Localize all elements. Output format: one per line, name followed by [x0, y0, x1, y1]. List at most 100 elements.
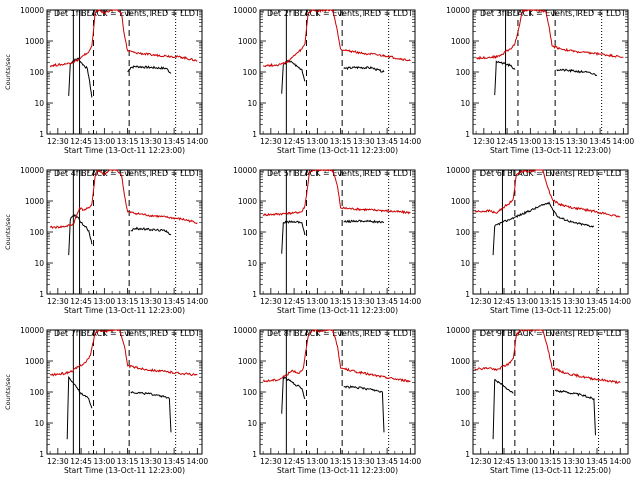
- x-tick-label: 13:45: [376, 137, 398, 146]
- events-series-line: [127, 65, 172, 74]
- x-tick-label: 12:45: [283, 457, 305, 466]
- y-axis-label: Counts/sec: [4, 54, 12, 90]
- y-tick-label: 10: [460, 419, 470, 428]
- chart-title: Det 1f BLACK = Events, RED = LLD: [54, 9, 195, 18]
- x-tick-label: 14:00: [613, 137, 635, 146]
- y-tick-label: 1: [39, 290, 44, 299]
- chart-panel: Det 5f BLACK = Events, RED = LLD 1 10 100 10…: [233, 166, 421, 315]
- chart-title: Det 7f BLACK = Events, RED = LLD: [54, 329, 195, 338]
- x-axis-label: Start Time (13-Oct-11 12:23:00): [277, 306, 398, 315]
- events-series-line: [492, 201, 595, 256]
- x-tick-label: 13:30: [353, 457, 375, 466]
- y-tick-label: 100: [30, 388, 45, 397]
- y-tick-label: 100: [30, 68, 45, 77]
- chart-title: Det 5f BLACK = Events, RED = LLD: [267, 169, 408, 178]
- x-tick-label: 13:30: [140, 137, 162, 146]
- chart-title: Det 3f BLACK = Events, RED = LLD: [480, 9, 621, 18]
- x-tick-label: 13:45: [586, 297, 608, 306]
- y-tick-label: 1000: [451, 357, 470, 366]
- chart-panel: Det 9f BLACK = Events, RED = LLD11010010…: [446, 326, 631, 475]
- x-tick-label: 12:30: [470, 457, 492, 466]
- plot-frame: [472, 329, 629, 455]
- x-axis-label: Start Time (13-Oct-11 12:25:00): [490, 466, 611, 475]
- x-tick-label: 13:15: [543, 137, 565, 146]
- x-tick-label: 12:30: [473, 137, 495, 146]
- lld-series-line: [49, 168, 198, 230]
- x-tick-label: 13:30: [566, 137, 588, 146]
- lld-series-line: [49, 329, 198, 377]
- x-tick-label: 13:45: [586, 457, 608, 466]
- plot-frame: [472, 169, 629, 295]
- y-tick-label: 1000: [25, 357, 44, 366]
- x-axis-label: Start Time (13-Oct-11 12:23:00): [490, 146, 611, 155]
- y-tick-label: 10000: [446, 6, 470, 15]
- y-tick-label: 1000: [238, 37, 257, 46]
- lld-series-line: [475, 8, 624, 60]
- events-series-line: [556, 68, 598, 77]
- y-tick-label: 100: [243, 388, 258, 397]
- chart-panel: Det 8f BLACK = Events, RED = LLD 1 10 100 10…: [233, 326, 421, 475]
- x-tick-label: 13:45: [163, 457, 185, 466]
- x-axis-label: Start Time (13-Oct-11 12:23:00): [277, 146, 398, 155]
- x-axis-label: Start Time (13-Oct-11 12:23:00): [64, 306, 185, 315]
- lld-series-line: [262, 168, 411, 217]
- y-tick-label: 10000: [20, 6, 44, 15]
- x-tick-label: 12:30: [260, 457, 282, 466]
- y-tick-label: 1: [465, 450, 470, 459]
- x-tick-label: 13:00: [307, 137, 329, 146]
- y-tick-label: 10000: [20, 166, 44, 175]
- x-tick-label: 12:45: [283, 137, 305, 146]
- x-tick-label: 12:45: [70, 457, 92, 466]
- x-tick-label: 14:00: [400, 457, 422, 466]
- lld-series-line: [474, 169, 621, 218]
- events-series-line: [281, 375, 306, 414]
- y-tick-label: 10000: [233, 326, 257, 335]
- events-series-line: [554, 389, 596, 436]
- x-tick-label: 13:45: [376, 297, 398, 306]
- y-tick-label: 100: [30, 228, 45, 237]
- x-tick-label: 14:00: [400, 137, 422, 146]
- y-tick-label: 10000: [233, 166, 257, 175]
- x-axis-label: Start Time (13-Oct-11 12:23:00): [64, 146, 185, 155]
- x-tick-label: 13:30: [140, 297, 162, 306]
- x-tick-label: 12:45: [493, 297, 515, 306]
- x-tick-label: 12:30: [470, 297, 492, 306]
- x-tick-label: 13:15: [330, 457, 352, 466]
- x-axis-label: Start Time (13-Oct-11 12:23:00): [64, 466, 185, 475]
- events-series-line: [343, 66, 385, 73]
- lld-series-line: [474, 329, 621, 385]
- y-tick-label: 1000: [451, 37, 470, 46]
- y-tick-label: 10: [247, 259, 257, 268]
- y-tick-label: 1: [252, 290, 257, 299]
- x-tick-label: 13:00: [307, 297, 329, 306]
- x-tick-label: 13:30: [140, 457, 162, 466]
- y-tick-label: 10000: [446, 326, 470, 335]
- y-tick-label: 100: [243, 68, 258, 77]
- events-series-line: [68, 57, 93, 98]
- events-series-line: [281, 60, 306, 94]
- events-series-line: [343, 385, 385, 433]
- y-tick-label: 100: [243, 228, 258, 237]
- x-tick-label: 13:30: [353, 297, 375, 306]
- y-tick-label: 1: [252, 450, 257, 459]
- x-axis-label: Start Time (13-Oct-11 12:25:00): [490, 306, 611, 315]
- x-tick-label: 13:00: [94, 137, 116, 146]
- x-tick-label: 13:15: [117, 137, 139, 146]
- y-tick-label: 100: [456, 68, 471, 77]
- x-tick-label: 12:30: [260, 137, 282, 146]
- events-series-line: [494, 60, 516, 96]
- x-tick-label: 13:45: [589, 137, 611, 146]
- x-tick-label: 14:00: [187, 457, 209, 466]
- y-tick-label: 100: [456, 228, 471, 237]
- chart-panel: Det 7f BLACK = Events, RED = LLD Counts/s…: [4, 326, 208, 475]
- y-tick-label: 10: [34, 259, 44, 268]
- y-tick-label: 1: [39, 130, 44, 139]
- y-tick-label: 10: [460, 259, 470, 268]
- y-tick-label: 1: [465, 290, 470, 299]
- events-series-line: [343, 219, 385, 224]
- x-tick-label: 13:00: [94, 297, 116, 306]
- y-tick-label: 1000: [238, 197, 257, 206]
- events-series-line: [66, 375, 93, 440]
- y-axis-label: Counts/sec: [4, 374, 12, 410]
- x-tick-label: 12:45: [70, 137, 92, 146]
